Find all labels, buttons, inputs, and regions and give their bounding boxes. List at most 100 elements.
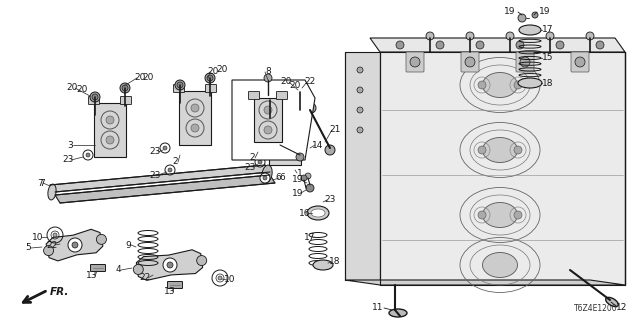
Polygon shape — [380, 52, 625, 285]
Ellipse shape — [483, 252, 518, 277]
Text: 22: 22 — [305, 77, 316, 86]
Circle shape — [44, 246, 54, 256]
Text: 18: 18 — [542, 78, 554, 87]
Polygon shape — [232, 80, 315, 160]
FancyBboxPatch shape — [248, 92, 259, 100]
Ellipse shape — [311, 209, 325, 217]
Text: 8: 8 — [265, 68, 271, 76]
FancyBboxPatch shape — [461, 52, 479, 72]
Circle shape — [106, 136, 114, 144]
Text: 22: 22 — [46, 241, 58, 250]
FancyBboxPatch shape — [276, 92, 287, 100]
Polygon shape — [345, 280, 625, 285]
FancyBboxPatch shape — [168, 282, 182, 289]
Circle shape — [514, 211, 522, 219]
Text: 20: 20 — [142, 74, 154, 83]
Circle shape — [90, 92, 100, 102]
Circle shape — [255, 157, 265, 167]
Circle shape — [168, 168, 172, 172]
Circle shape — [306, 103, 316, 113]
FancyBboxPatch shape — [88, 97, 99, 105]
Circle shape — [122, 85, 128, 91]
Circle shape — [556, 41, 564, 49]
Circle shape — [263, 176, 267, 180]
Circle shape — [163, 146, 167, 150]
Circle shape — [546, 32, 554, 40]
Text: 19: 19 — [292, 175, 304, 185]
Circle shape — [476, 41, 484, 49]
Circle shape — [596, 41, 604, 49]
Circle shape — [205, 73, 215, 83]
Text: 23: 23 — [324, 196, 336, 204]
Text: 7: 7 — [39, 179, 45, 188]
Circle shape — [520, 57, 530, 67]
FancyBboxPatch shape — [264, 105, 275, 113]
Text: 10: 10 — [32, 233, 44, 242]
Circle shape — [357, 127, 363, 133]
Circle shape — [281, 124, 289, 132]
Circle shape — [478, 81, 486, 89]
Circle shape — [264, 106, 272, 114]
Polygon shape — [50, 165, 270, 192]
Circle shape — [410, 57, 420, 67]
Circle shape — [218, 276, 222, 280]
Circle shape — [297, 89, 303, 95]
Text: 11: 11 — [372, 303, 384, 313]
Text: 19: 19 — [504, 7, 516, 17]
FancyBboxPatch shape — [516, 52, 534, 72]
Polygon shape — [179, 91, 211, 145]
Text: 20: 20 — [216, 66, 228, 75]
Text: 23: 23 — [62, 156, 74, 164]
Text: 1: 1 — [297, 169, 303, 178]
Ellipse shape — [483, 138, 518, 163]
Circle shape — [357, 87, 363, 93]
Circle shape — [167, 262, 173, 268]
Text: T6Z4E1200: T6Z4E1200 — [574, 304, 618, 313]
Circle shape — [175, 80, 185, 90]
Ellipse shape — [519, 25, 541, 35]
Ellipse shape — [483, 203, 518, 228]
Circle shape — [160, 143, 170, 153]
Polygon shape — [94, 103, 126, 157]
Text: 2: 2 — [249, 154, 255, 163]
FancyBboxPatch shape — [571, 52, 589, 72]
Text: 23: 23 — [244, 163, 256, 172]
Ellipse shape — [605, 297, 618, 307]
Polygon shape — [345, 52, 380, 280]
Circle shape — [267, 97, 273, 103]
Text: 15: 15 — [542, 53, 554, 62]
Circle shape — [575, 57, 585, 67]
Ellipse shape — [307, 206, 329, 220]
Ellipse shape — [518, 78, 542, 88]
Text: 7: 7 — [37, 179, 43, 188]
Text: 6: 6 — [279, 173, 285, 182]
Text: 12: 12 — [616, 302, 628, 311]
Text: 13: 13 — [164, 286, 176, 295]
Text: 23: 23 — [149, 148, 161, 156]
Circle shape — [207, 75, 213, 81]
Circle shape — [532, 12, 538, 18]
Circle shape — [325, 145, 335, 155]
Polygon shape — [46, 229, 103, 261]
Circle shape — [133, 264, 143, 275]
Text: 16: 16 — [300, 209, 311, 218]
Text: 21: 21 — [330, 125, 340, 134]
Text: 20: 20 — [76, 85, 88, 94]
Circle shape — [72, 242, 78, 248]
Text: 20: 20 — [134, 74, 146, 83]
Circle shape — [357, 67, 363, 73]
Circle shape — [264, 74, 272, 82]
Circle shape — [465, 57, 475, 67]
Circle shape — [466, 32, 474, 40]
Circle shape — [281, 144, 289, 152]
Circle shape — [514, 146, 522, 154]
Circle shape — [165, 165, 175, 175]
FancyBboxPatch shape — [296, 105, 307, 113]
Circle shape — [86, 153, 90, 157]
Polygon shape — [254, 98, 282, 142]
Text: 5: 5 — [25, 244, 31, 252]
Text: 14: 14 — [312, 140, 324, 149]
Circle shape — [301, 175, 307, 181]
Circle shape — [357, 107, 363, 113]
Circle shape — [264, 126, 272, 134]
